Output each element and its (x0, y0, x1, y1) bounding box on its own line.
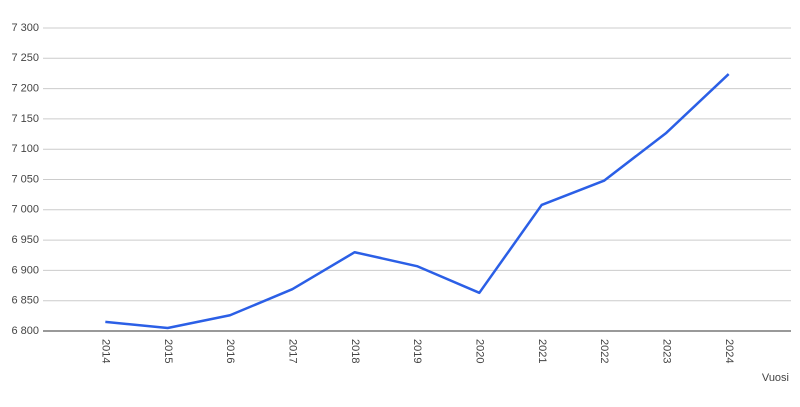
x-tick-label: 2022 (598, 339, 610, 363)
x-tick-label: 2020 (473, 339, 485, 363)
y-tick-label: 7 250 (11, 52, 39, 64)
y-tick-label: 7 150 (11, 113, 39, 125)
x-tick-label: 2019 (411, 339, 423, 363)
y-tick-label: 6 900 (11, 264, 39, 276)
y-tick-label: 6 800 (11, 325, 39, 337)
x-tick-label: 2014 (99, 339, 111, 363)
x-tick-label: 2021 (536, 339, 548, 363)
y-tick-label: 7 300 (11, 22, 39, 34)
x-tick-label: 2018 (349, 339, 361, 363)
x-tick-label: 2024 (723, 339, 735, 363)
y-tick-label: 7 000 (11, 204, 39, 216)
x-tick-label: 2017 (286, 339, 298, 363)
x-tick-label: 2023 (660, 339, 672, 363)
x-tick-label: 2016 (224, 339, 236, 363)
y-tick-label: 6 850 (11, 295, 39, 307)
y-tick-label: 7 200 (11, 83, 39, 95)
y-tick-label: 7 100 (11, 143, 39, 155)
y-tick-label: 6 950 (11, 234, 39, 246)
line (105, 73, 730, 330)
x-tick-label: 2015 (162, 339, 174, 363)
x-axis-title: Vuosi (762, 372, 789, 384)
y-tick-label: 7 050 (11, 173, 39, 185)
